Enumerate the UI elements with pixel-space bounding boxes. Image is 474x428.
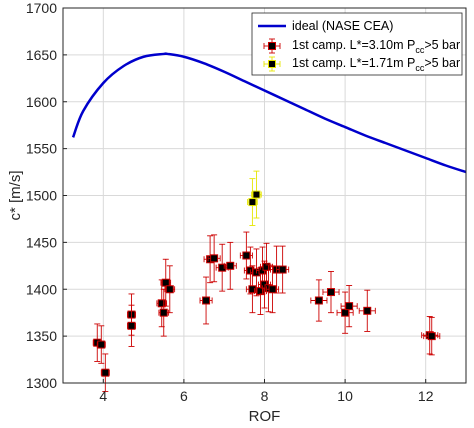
legend-label-310-main: 1st camp. L*=3.10m P [292,38,415,52]
legend-label-campaign-171: 1st camp. L*=1.71m Pcc>5 bar [292,56,460,73]
data-marker [159,308,168,317]
tick-labels: 4 6 8 10 12 1300 1350 1400 1450 1500 1550 1600 1650 1… [26,0,434,404]
data-marker [256,287,265,296]
legend-label-310-sub: cc [415,45,425,55]
data-point-campaign-310 [340,285,358,328]
legend-label-171-main: 1st camp. L*=1.71m P [292,56,415,70]
data-marker [345,302,354,311]
data-marker [248,285,257,294]
data-marker [363,306,372,315]
data-marker [210,254,219,263]
data-point-campaign-171 [247,178,258,226]
data-marker [157,299,166,308]
data-marker [427,332,436,341]
data-marker [226,261,235,270]
data-marker [268,285,277,294]
data-marker [341,308,350,317]
data-marker [252,190,261,199]
data-point-campaign-310 [160,258,172,307]
data-point-campaign-310 [96,325,106,364]
x-tick-label: 12 [418,388,434,404]
data-point-campaign-310 [100,353,110,392]
data-point-campaign-310 [336,291,354,334]
data-marker [97,340,106,349]
data-marker [101,368,110,377]
x-axis-label: ROF [249,408,281,425]
y-tick-label: 1400 [26,281,57,297]
x-tick-label: 4 [99,388,107,404]
y-tick-label: 1550 [26,141,57,157]
data-marker [202,296,211,305]
legend-marker [268,42,276,50]
y-tick-label: 1450 [26,234,57,250]
data-point-campaign-310 [127,304,136,347]
campaign-310-series [92,231,441,392]
legend-marker [268,60,276,68]
y-tick-label: 1700 [26,0,57,16]
y-axis-label: c* [m/s] [7,170,24,220]
data-marker [248,198,257,207]
legend: ideal (NASE CEA) 1st camp. L*=3.10m Pcc>… [251,12,463,76]
y-tick-label: 1650 [26,47,57,63]
data-point-campaign-310 [358,289,376,332]
data-point-campaign-310 [164,265,176,314]
data-point-campaign-310 [156,279,168,328]
y-tick-label: 1500 [26,188,57,204]
data-point-campaign-310 [310,279,328,322]
y-tick-label: 1300 [26,375,57,391]
campaign-171-series [247,170,262,226]
data-marker [161,278,170,287]
legend-box [251,12,463,76]
data-point-campaign-310 [423,316,441,356]
data-point-campaign-310 [199,276,213,325]
y-tick-label: 1600 [26,94,57,110]
y-tick-label: 1350 [26,328,57,344]
legend-label-campaign-310: 1st camp. L*=3.10m Pcc>5 bar [292,38,460,55]
data-point-campaign-310 [276,245,290,294]
data-point-campaign-310 [322,270,340,314]
ideal-line [71,52,467,174]
x-tick-label: 8 [261,388,269,404]
legend-label-171-sub: cc [415,63,425,73]
data-marker [262,262,271,271]
data-marker [314,296,323,305]
data-marker [278,265,287,274]
data-marker [218,263,227,272]
data-point-campaign-310 [260,242,274,291]
data-marker [127,321,136,330]
legend-swatch-campaign-171 [263,56,281,72]
data-marker [242,251,251,260]
x-tick-label: 10 [337,388,353,404]
x-tick-label: 6 [180,388,188,404]
legend-swatch-campaign-310 [263,38,281,54]
ideal-series [71,52,467,174]
data-marker [165,285,174,294]
data-point-campaign-310 [158,288,170,337]
data-point-campaign-310 [245,265,259,314]
legend-label-171-tail: >5 bar [424,56,460,70]
legend-label-310-tail: >5 bar [424,38,460,52]
data-point-campaign-171 [251,170,262,219]
data-marker [326,288,335,297]
data-point-campaign-310 [223,241,237,290]
legend-label-ideal: ideal (NASE CEA) [292,19,393,33]
data-point-campaign-310 [207,234,221,283]
